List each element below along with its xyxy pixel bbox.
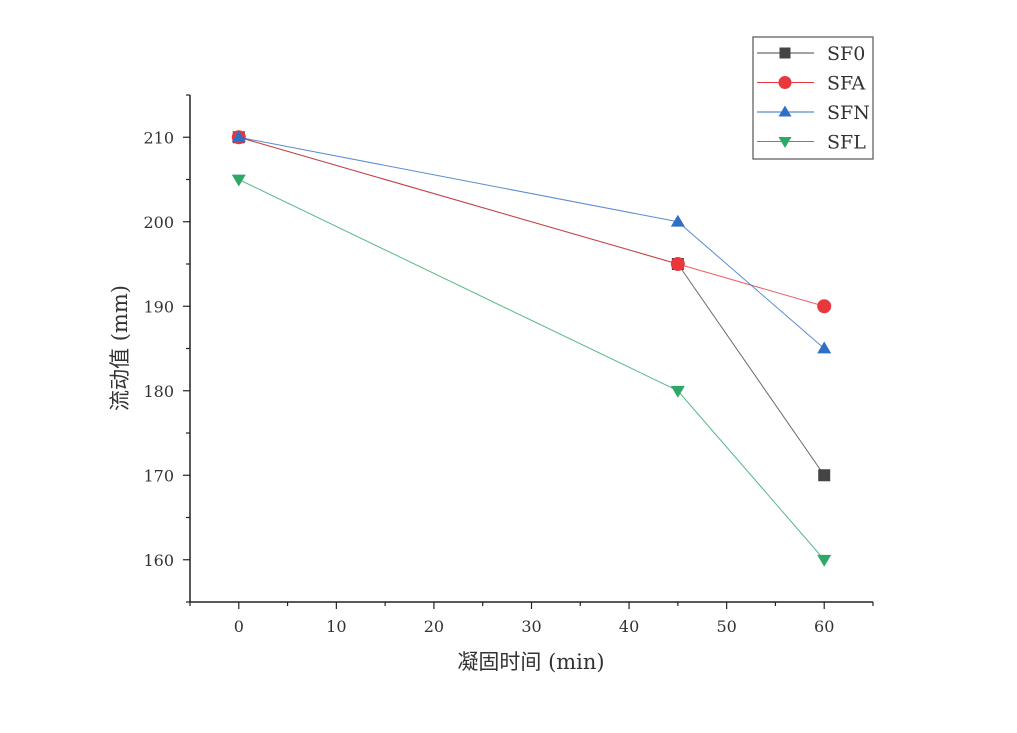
data-point [670, 385, 685, 398]
legend-label: SFA [827, 73, 866, 95]
series-line [238, 136, 825, 476]
series-line [238, 179, 825, 561]
x-tick-label: 50 [716, 617, 736, 636]
legend-item-sfn: SFN [757, 102, 870, 124]
x-tick-label: 10 [326, 617, 346, 636]
data-point [817, 341, 832, 354]
y-tick-label: 200 [143, 213, 174, 232]
x-tick-label: 20 [424, 617, 444, 636]
legend-marker [778, 105, 792, 117]
data-point [817, 554, 832, 567]
data-point [231, 174, 246, 187]
x-tick-label: 0 [234, 617, 244, 636]
legend-label: SF0 [827, 43, 865, 65]
legend-item-sfa: SFA [757, 73, 866, 95]
x-tick-label: 30 [521, 617, 541, 636]
series-group [231, 130, 832, 567]
data-point [231, 130, 246, 143]
data-point [670, 214, 685, 227]
y-tick-label: 180 [143, 382, 174, 401]
legend-item-sfl: SFL [757, 132, 866, 154]
series-sf0 [232, 131, 831, 482]
series-sfn [231, 130, 832, 354]
legend: SF0 SFA SFN SFL [752, 36, 874, 160]
y-tick-label: 210 [143, 128, 174, 147]
y-tick-label: 160 [143, 551, 174, 570]
y-axis-label: 流动值 (mm) [108, 285, 132, 411]
data-point [817, 299, 832, 314]
data-point [670, 257, 685, 271]
legend-label: SFN [827, 102, 870, 124]
x-tick-label: 40 [619, 617, 639, 636]
legend-marker [778, 76, 792, 89]
x-tick-label: 60 [814, 617, 834, 636]
legend-label: SFL [827, 132, 866, 154]
legend-marker [778, 136, 792, 148]
axes: 0 10 20 30 40 50 60 160 170 180 190 200 210 [143, 94, 874, 636]
series-line [238, 136, 825, 349]
legend-marker [779, 47, 791, 59]
data-point [818, 469, 831, 482]
x-axis-label: 凝固时间 (min) [457, 650, 604, 674]
y-tick-label: 190 [143, 297, 174, 316]
series-sfa [231, 130, 832, 314]
legend-item-sf0: SF0 [757, 43, 865, 65]
legend-box [752, 36, 874, 160]
y-tick-label: 170 [143, 466, 174, 485]
series-sfl [231, 174, 832, 567]
